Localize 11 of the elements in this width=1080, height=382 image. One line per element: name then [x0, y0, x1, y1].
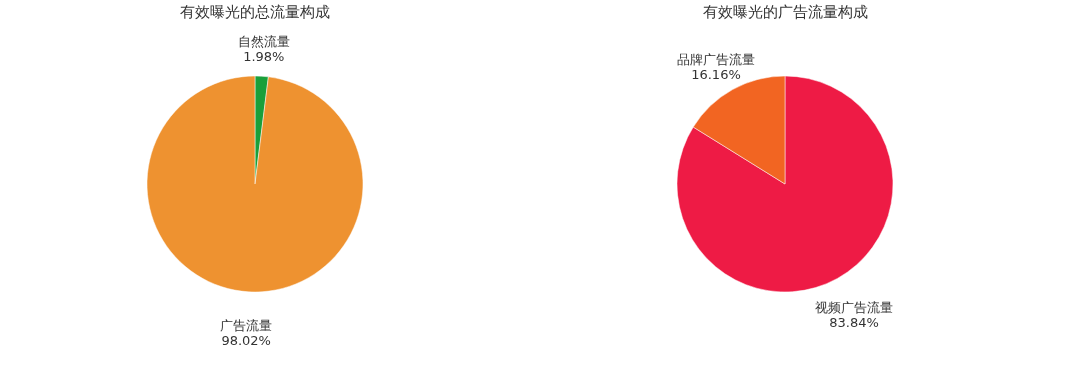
slice-label: 自然流量	[237, 34, 290, 50]
chart-title: 有效曝光的总流量构成	[180, 3, 330, 21]
data-label: 98.02%	[221, 332, 271, 348]
data-label: 1.98%	[243, 49, 285, 65]
slice-label: 广告流量	[220, 317, 273, 333]
pie-slice	[146, 75, 364, 293]
slice-label: 品牌广告流量	[676, 51, 755, 67]
chart-title: 有效曝光的广告流量构成	[702, 3, 868, 21]
slice-label: 视频广告流量	[815, 300, 894, 316]
data-label: 83.84%	[829, 315, 879, 331]
data-label: 16.16%	[691, 66, 741, 82]
